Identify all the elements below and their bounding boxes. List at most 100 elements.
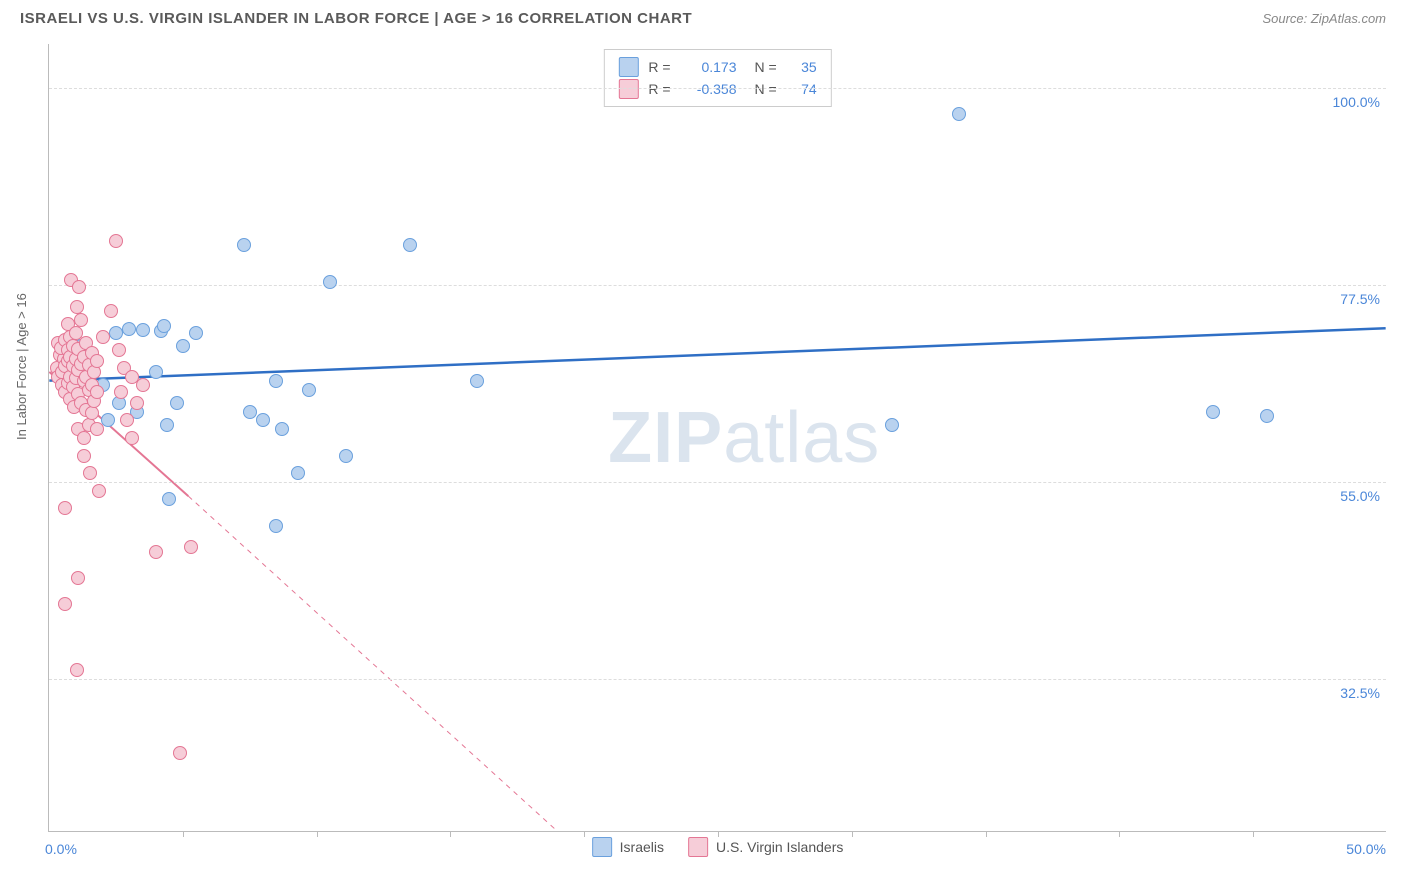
data-point: [302, 383, 316, 397]
trend-lines-layer: [49, 44, 1386, 831]
data-point: [72, 280, 86, 294]
data-point: [1260, 409, 1274, 423]
trend-line-dashed: [188, 496, 557, 831]
x-axis-tick: [450, 831, 451, 837]
data-point: [403, 238, 417, 252]
legend-swatch: [688, 837, 708, 857]
x-axis-tick: [852, 831, 853, 837]
legend-item: U.S. Virgin Islanders: [688, 837, 843, 857]
data-point: [176, 339, 190, 353]
data-point: [470, 374, 484, 388]
data-point: [339, 449, 353, 463]
data-point: [275, 422, 289, 436]
x-axis-tick: [1253, 831, 1254, 837]
x-axis-max-label: 50.0%: [1346, 841, 1386, 857]
stat-n-label: N =: [755, 56, 777, 78]
legend-label: U.S. Virgin Islanders: [716, 839, 843, 855]
data-point: [92, 484, 106, 498]
stat-legend-row: R = 0.173 N = 35: [618, 56, 816, 78]
source-label: Source: ZipAtlas.com: [1262, 11, 1386, 26]
data-point: [173, 746, 187, 760]
data-point: [120, 413, 134, 427]
x-axis-min-label: 0.0%: [45, 841, 77, 857]
stat-n-value: 74: [787, 78, 817, 100]
data-point: [70, 663, 84, 677]
data-point: [90, 385, 104, 399]
data-point: [149, 545, 163, 559]
data-point: [269, 519, 283, 533]
legend-label: Israelis: [620, 839, 664, 855]
stat-legend: R = 0.173 N = 35 R = -0.358 N = 74: [603, 49, 831, 107]
data-point: [114, 385, 128, 399]
stat-legend-row: R = -0.358 N = 74: [618, 78, 816, 100]
y-axis-tick-label: 77.5%: [1340, 291, 1380, 307]
data-point: [885, 418, 899, 432]
y-axis-title: In Labor Force | Age > 16: [14, 293, 29, 440]
data-point: [77, 449, 91, 463]
data-point: [112, 343, 126, 357]
data-point: [184, 540, 198, 554]
trend-line: [49, 328, 1385, 380]
stat-r-value: 0.173: [681, 56, 737, 78]
legend-swatch: [592, 837, 612, 857]
chart-title: ISRAELI VS U.S. VIRGIN ISLANDER IN LABOR…: [20, 10, 692, 27]
data-point: [189, 326, 203, 340]
x-axis-tick: [584, 831, 585, 837]
data-point: [83, 466, 97, 480]
data-point: [237, 238, 251, 252]
legend-swatch: [618, 79, 638, 99]
data-point: [157, 319, 171, 333]
data-point: [149, 365, 163, 379]
data-point: [58, 597, 72, 611]
stat-r-label: R =: [648, 56, 670, 78]
data-point: [162, 492, 176, 506]
y-axis-tick-label: 100.0%: [1333, 94, 1380, 110]
gridline-h: [49, 679, 1386, 680]
data-point: [160, 418, 174, 432]
data-point: [136, 378, 150, 392]
legend-swatch: [618, 57, 638, 77]
data-point: [77, 431, 91, 445]
y-axis-tick-label: 32.5%: [1340, 685, 1380, 701]
stat-n-label: N =: [755, 78, 777, 100]
data-point: [130, 396, 144, 410]
data-point: [136, 323, 150, 337]
data-point: [323, 275, 337, 289]
watermark: ZIPatlas: [608, 397, 880, 479]
legend-item: Israelis: [592, 837, 664, 857]
data-point: [256, 413, 270, 427]
gridline-h: [49, 482, 1386, 483]
data-point: [125, 431, 139, 445]
data-point: [269, 374, 283, 388]
stat-r-value: -0.358: [681, 78, 737, 100]
data-point: [58, 501, 72, 515]
x-axis-tick: [317, 831, 318, 837]
x-axis-tick: [183, 831, 184, 837]
x-axis-tick: [986, 831, 987, 837]
data-point: [85, 406, 99, 420]
y-axis-tick-label: 55.0%: [1340, 488, 1380, 504]
data-point: [71, 571, 85, 585]
chart-plot-area: ZIPatlas R =0.173N =35R =-0.358N =74 Isr…: [48, 44, 1386, 832]
data-point: [1206, 405, 1220, 419]
data-point: [952, 107, 966, 121]
data-point: [122, 322, 136, 336]
data-point: [170, 396, 184, 410]
data-point: [90, 422, 104, 436]
data-point: [96, 330, 110, 344]
x-axis-tick: [1119, 831, 1120, 837]
data-point: [243, 405, 257, 419]
stat-n-value: 35: [787, 56, 817, 78]
data-point: [291, 466, 305, 480]
data-point: [90, 354, 104, 368]
gridline-h: [49, 285, 1386, 286]
data-point: [104, 304, 118, 318]
x-axis-tick: [718, 831, 719, 837]
gridline-h: [49, 88, 1386, 89]
data-point: [70, 300, 84, 314]
stat-r-label: R =: [648, 78, 670, 100]
series-legend: Israelis U.S. Virgin Islanders: [592, 837, 844, 857]
data-point: [109, 234, 123, 248]
data-point: [74, 313, 88, 327]
data-point: [109, 326, 123, 340]
